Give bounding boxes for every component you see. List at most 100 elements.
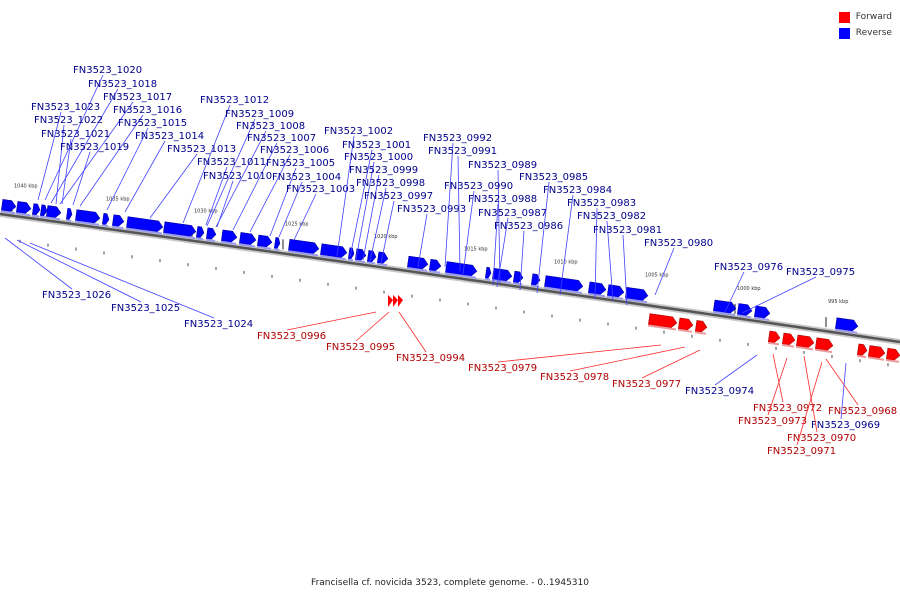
legend-forward: Forward: [838, 9, 892, 25]
gene-label-fn3523-0973[interactable]: FN3523_0973: [738, 416, 807, 427]
gene-label-fn3523-1024[interactable]: FN3523_1024: [184, 319, 253, 330]
genome-caption: Francisella cf. novicida 3523, complete …: [311, 578, 589, 588]
gene-label-fn3523-0992[interactable]: FN3523_0992: [423, 133, 492, 144]
gene-label-fn3523-0986[interactable]: FN3523_0986: [494, 221, 563, 232]
gene-label-fn3523-0970[interactable]: FN3523_0970: [787, 433, 856, 444]
gene-leader-line: [349, 149, 373, 258]
gene-label-fn3523-1007[interactable]: FN3523_1007: [247, 133, 316, 144]
forward-gene-feature: [393, 295, 398, 307]
legend-reverse: Reverse: [838, 25, 892, 41]
gene-label-fn3523-1017[interactable]: FN3523_1017: [103, 92, 172, 103]
gene-label-fn3523-0968[interactable]: FN3523_0968: [828, 406, 897, 417]
gene-label-fn3523-0974[interactable]: FN3523_0974: [685, 386, 754, 397]
gene-label-fn3523-0984[interactable]: FN3523_0984: [543, 185, 612, 196]
gene-label-fn3523-0979[interactable]: FN3523_0979: [468, 363, 537, 374]
gene-leader-line: [124, 140, 166, 213]
gene-label-fn3523-0990[interactable]: FN3523_0990: [444, 181, 513, 192]
feature-shadow: [588, 292, 606, 298]
gene-label-fn3523-1018[interactable]: FN3523_1018: [88, 79, 157, 90]
gene-label-fn3523-0995[interactable]: FN3523_0995: [326, 342, 395, 353]
gene-leader-line: [398, 311, 427, 353]
gene-label-fn3523-1019[interactable]: FN3523_1019: [60, 142, 129, 153]
gene-label-fn3523-1025[interactable]: FN3523_1025: [111, 303, 180, 314]
reverse-gene-feature: [16, 201, 32, 214]
feature-shadow: [544, 286, 583, 294]
gene-leader-line: [106, 127, 149, 211]
gene-label-fn3523-1015[interactable]: FN3523_1015: [118, 118, 187, 129]
gene-label-fn3523-1012[interactable]: FN3523_1012: [200, 95, 269, 106]
gene-label-fn3523-0989[interactable]: FN3523_0989: [468, 160, 537, 171]
gene-label-fn3523-1013[interactable]: FN3523_1013: [167, 144, 236, 155]
gene-label-fn3523-0981[interactable]: FN3523_0981: [593, 225, 662, 236]
feature-shadow: [46, 216, 61, 221]
feature-shadow: [163, 232, 196, 240]
gene-leader-line: [536, 181, 550, 294]
gene-label-fn3523-1014[interactable]: FN3523_1014: [135, 131, 204, 142]
gene-label-fn3523-0998[interactable]: FN3523_0998: [356, 178, 425, 189]
gene-label-fn3523-0985[interactable]: FN3523_0985: [519, 172, 588, 183]
feature-shadow: [288, 250, 319, 257]
forward-gene-feature: [694, 320, 708, 333]
gene-label-fn3523-1023[interactable]: FN3523_1023: [31, 102, 100, 113]
gene-label-fn3523-1002[interactable]: FN3523_1002: [324, 126, 393, 137]
gene-label-fn3523-0991[interactable]: FN3523_0991: [428, 146, 497, 157]
gene-leader-line: [79, 114, 144, 207]
gene-label-fn3523-1008[interactable]: FN3523_1008: [236, 121, 305, 132]
feature-shadow: [867, 356, 885, 361]
gene-label-fn3523-0982[interactable]: FN3523_0982: [577, 211, 646, 222]
reverse-gene-feature: [205, 227, 217, 240]
feature-shadow: [354, 259, 366, 264]
gene-label-fn3523-1009[interactable]: FN3523_1009: [225, 109, 294, 120]
gene-label-fn3523-1010[interactable]: FN3523_1010: [203, 171, 272, 182]
gene-label-fn3523-0976[interactable]: FN3523_0976: [714, 262, 783, 273]
gene-label-fn3523-1003[interactable]: FN3523_1003: [286, 184, 355, 195]
gene-label-fn3523-0983[interactable]: FN3523_0983: [567, 198, 636, 209]
feature-shadow: [206, 238, 216, 242]
feature-shadow: [428, 270, 441, 274]
gene-label-fn3523-0999[interactable]: FN3523_0999: [349, 165, 418, 176]
feature-shadow: [65, 219, 72, 222]
forward-gene-feature: [815, 337, 834, 351]
feature-shadow: [835, 328, 858, 334]
gene-leader-line: [714, 354, 758, 386]
reverse-gene-feature: [736, 303, 753, 316]
gene-label-fn3523-0975[interactable]: FN3523_0975: [786, 267, 855, 278]
gene-label-fn3523-0972[interactable]: FN3523_0972: [753, 403, 822, 414]
gene-label-fn3523-1022[interactable]: FN3523_1022: [34, 115, 103, 126]
gene-label-fn3523-1026[interactable]: FN3523_1026: [42, 290, 111, 301]
feature-shadow: [484, 278, 491, 281]
gene-label-fn3523-0978[interactable]: FN3523_0978: [540, 372, 609, 383]
reverse-gene-feature: [484, 266, 492, 279]
gene-label-fn3523-1004[interactable]: FN3523_1004: [272, 172, 341, 183]
gene-leader-line: [772, 353, 784, 403]
gene-label-fn3523-0988[interactable]: FN3523_0988: [468, 194, 537, 205]
gene-label-fn3523-0969[interactable]: FN3523_0969: [811, 420, 880, 431]
gene-label-fn3523-1006[interactable]: FN3523_1006: [260, 145, 329, 156]
gene-label-fn3523-1021[interactable]: FN3523_1021: [41, 129, 110, 140]
gene-label-fn3523-0994[interactable]: FN3523_0994: [396, 353, 465, 364]
feature-shadow: [112, 225, 124, 230]
gene-label-fn3523-1020[interactable]: FN3523_1020: [73, 65, 142, 76]
gene-label-fn3523-0980[interactable]: FN3523_0980: [644, 238, 713, 249]
gene-leader-line: [369, 187, 387, 262]
reverse-gene-feature: [428, 258, 442, 272]
legend-reverse-label: Reverse: [855, 28, 892, 38]
reverse-gene-feature: [46, 205, 62, 218]
gene-label-fn3523-0993[interactable]: FN3523_0993: [397, 204, 466, 215]
scale-tick-label: 1000 kbp: [737, 286, 761, 292]
gene-label-fn3523-0996[interactable]: FN3523_0996: [257, 331, 326, 342]
feature-shadow: [101, 224, 109, 228]
gene-label-fn3523-0971[interactable]: FN3523_0971: [767, 446, 836, 457]
scale-tick-label: 1040 kbp: [14, 184, 38, 190]
gene-label-fn3523-1016[interactable]: FN3523_1016: [113, 105, 182, 116]
gene-leader-line: [232, 142, 278, 231]
gene-label-fn3523-1000[interactable]: FN3523_1000: [344, 152, 413, 163]
gene-label-fn3523-0997[interactable]: FN3523_0997: [364, 191, 433, 202]
gene-label-fn3523-0987[interactable]: FN3523_0987: [478, 208, 547, 219]
gene-label-fn3523-1011[interactable]: FN3523_1011: [197, 157, 266, 168]
gene-label-fn3523-0977[interactable]: FN3523_0977: [612, 379, 681, 390]
gene-label-fn3523-1005[interactable]: FN3523_1005: [266, 158, 335, 169]
gene-label-fn3523-1001[interactable]: FN3523_1001: [342, 140, 411, 151]
gene-leader-line: [286, 311, 377, 331]
